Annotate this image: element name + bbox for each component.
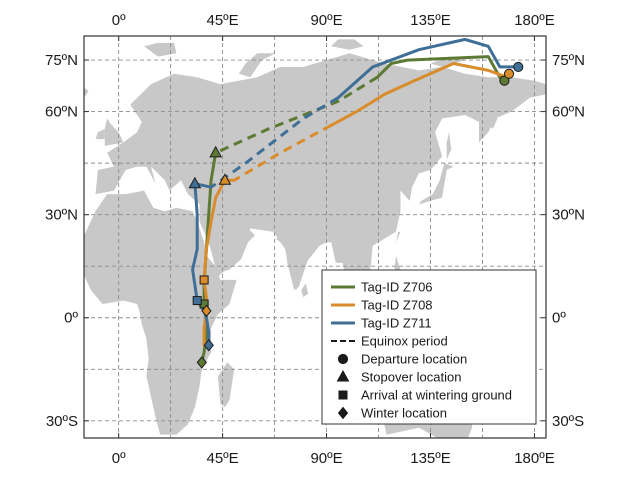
- winter-marker-Z711: [203, 338, 214, 352]
- map-frame: [83, 35, 547, 439]
- winter-marker-Z706: [196, 356, 207, 369]
- y-tick-label-right: 60ºN: [552, 104, 585, 121]
- y-tick-label-left: 60ºN: [45, 104, 78, 121]
- y-tick-label-left: 75ºN: [45, 52, 78, 69]
- y-tick-label-right: 0º: [552, 310, 566, 327]
- x-tick-label-bottom: 180ºE: [514, 450, 555, 467]
- landmass-africa: [84, 190, 237, 435]
- landmass-uk: [104, 118, 124, 146]
- track-Z706-equinox-segment: [215, 75, 379, 155]
- graticule: [84, 36, 546, 438]
- x-tick-label-top: 0º: [112, 12, 126, 29]
- y-tick-label-left: 30ºN: [45, 207, 78, 224]
- y-tick-label-right: 30ºN: [552, 207, 585, 224]
- track-Z711-south-segment: [191, 182, 213, 347]
- x-tick-label-bottom: 135ºE: [410, 450, 451, 467]
- legend-label: Arrival at wintering ground: [361, 388, 512, 403]
- location-markers: [188, 61, 524, 369]
- departure-marker-Z711: [513, 61, 524, 73]
- legend-item-4: Departure location: [337, 352, 467, 367]
- x-tick-label-top: 45ºE: [207, 12, 239, 29]
- legend-item-2: Tag-ID Z711: [331, 316, 432, 331]
- legend-item-7: Winter location: [337, 406, 447, 421]
- track-Z708-equinox-segment: [233, 123, 332, 182]
- landmass-india: [275, 231, 327, 291]
- landmass-sakhalin: [446, 132, 452, 160]
- departure-marker-Z706: [499, 75, 510, 86]
- x-tick-label-top: 135ºE: [410, 12, 451, 29]
- landmass-severnaya-zemlya: [331, 39, 364, 50]
- legend-circle-icon: [337, 353, 349, 365]
- track-Z711: [191, 37, 520, 347]
- arrival-marker-Z711: [192, 296, 202, 306]
- legend-label: Tag-ID Z708: [361, 298, 433, 313]
- legend-item-0: Tag-ID Z706: [331, 280, 433, 295]
- y-tick-label-right: 75ºN: [552, 52, 585, 69]
- legend-triangle-icon: [336, 369, 350, 382]
- legend-label: Equinox period: [361, 334, 448, 349]
- legend-item-6: Arrival at wintering ground: [338, 388, 512, 403]
- axis-ticks: 0º 0º 45ºE 45ºE 90ºE 90ºE 135ºE 135ºE 180ºE 180ºE…: [45, 12, 585, 467]
- arrival-marker-Z708: [199, 275, 209, 285]
- landmass-japan: [418, 163, 454, 205]
- y-tick-label-left: 0º: [64, 310, 78, 327]
- x-tick-label-bottom: 45ºE: [207, 450, 239, 467]
- legend-item-5: Stopover location: [336, 369, 461, 385]
- winter-marker-Z708: [201, 304, 212, 318]
- stopover-marker-Z708: [218, 173, 232, 185]
- legend-label: Tag-ID Z706: [361, 280, 433, 295]
- landmass-madagascar: [218, 362, 235, 408]
- landmass-novaya-zemlya: [238, 53, 276, 78]
- track-Z711-equinox-segment: [210, 96, 339, 189]
- legend-label: Stopover location: [361, 370, 461, 385]
- landmass-kamchatka-tip: [479, 108, 498, 129]
- stopover-marker-Z711: [188, 176, 202, 189]
- legend-box: [321, 269, 537, 425]
- landmass-ireland: [95, 128, 105, 140]
- landmass-iceland: [84, 87, 89, 102]
- landmass-taiwan: [395, 231, 401, 243]
- departure-marker-Z708: [503, 68, 515, 79]
- landmass-eurasia: [95, 53, 546, 315]
- y-tick-label-right: 30ºS: [552, 413, 584, 430]
- x-tick-label-bottom: 90ºE: [310, 450, 342, 467]
- legend-label: Winter location: [361, 406, 447, 421]
- stopover-marker-Z706: [209, 145, 223, 158]
- legend-item-3: Equinox period: [331, 334, 448, 349]
- legend-square-icon: [338, 390, 348, 400]
- legend-item-1: Tag-ID Z708: [331, 298, 433, 313]
- landmass-sri-lanka: [301, 283, 309, 298]
- legend-label: Departure location: [361, 352, 467, 367]
- landmass-arabia: [199, 207, 255, 274]
- track-Z711-north-segment: [336, 37, 520, 100]
- x-tick-label-top: 90ºE: [310, 12, 342, 29]
- legend: Tag-ID Z706 Tag-ID Z708 Tag-ID Z711 Equinox…: [321, 269, 537, 425]
- x-tick-label-bottom: 0º: [112, 450, 126, 467]
- landmass-svalbard: [144, 42, 177, 57]
- legend-diamond-icon: [337, 406, 349, 420]
- x-tick-label-top: 180ºE: [514, 12, 555, 29]
- legend-label: Tag-ID Z711: [361, 316, 432, 331]
- y-tick-label-left: 30ºS: [46, 413, 78, 430]
